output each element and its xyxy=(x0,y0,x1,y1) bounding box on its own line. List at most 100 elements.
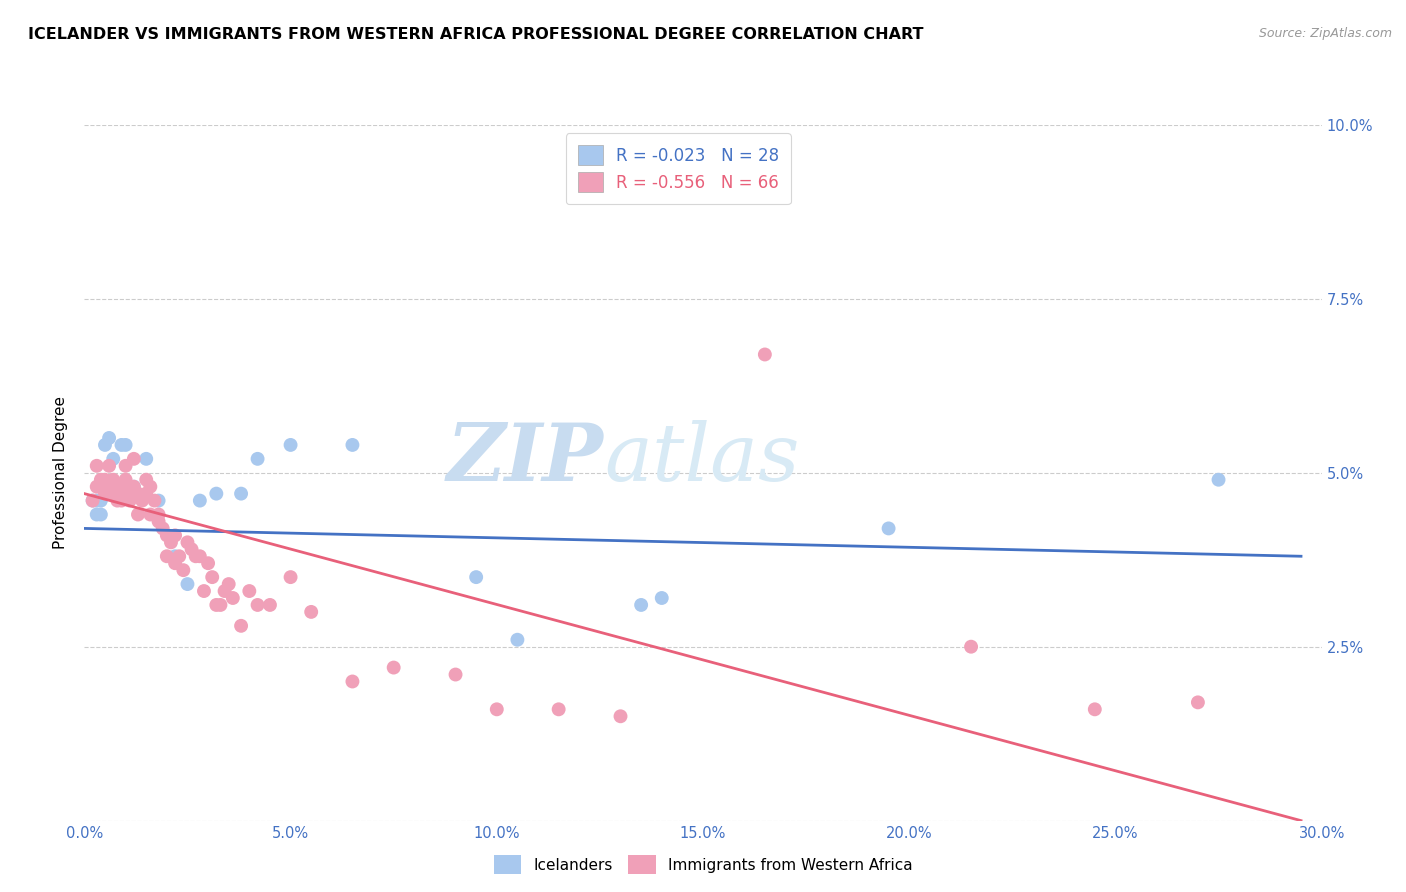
Point xyxy=(176,535,198,549)
Point xyxy=(180,542,202,557)
Point xyxy=(114,438,136,452)
Point xyxy=(152,521,174,535)
Point xyxy=(1084,702,1107,716)
Point xyxy=(82,493,104,508)
Point xyxy=(188,493,211,508)
Point xyxy=(229,486,252,500)
Point xyxy=(148,515,170,529)
Point xyxy=(82,493,104,508)
Point xyxy=(98,480,121,494)
Point xyxy=(90,473,112,487)
Point xyxy=(110,493,132,508)
Point xyxy=(165,556,187,570)
Point xyxy=(259,598,281,612)
Point xyxy=(444,667,467,681)
Point xyxy=(122,451,145,466)
Point xyxy=(201,570,224,584)
Point xyxy=(1208,473,1230,487)
Point xyxy=(98,458,121,473)
Point xyxy=(299,605,322,619)
Y-axis label: Professional Degree: Professional Degree xyxy=(53,396,69,549)
Text: ICELANDER VS IMMIGRANTS FROM WESTERN AFRICA PROFESSIONAL DEGREE CORRELATION CHAR: ICELANDER VS IMMIGRANTS FROM WESTERN AFR… xyxy=(28,27,924,42)
Point xyxy=(139,480,162,494)
Point xyxy=(160,535,183,549)
Point xyxy=(131,493,153,508)
Point xyxy=(547,702,569,716)
Point xyxy=(197,556,219,570)
Point xyxy=(238,584,260,599)
Point xyxy=(148,508,170,522)
Point xyxy=(110,480,132,494)
Text: ZIP: ZIP xyxy=(447,420,605,498)
Point xyxy=(122,480,145,494)
Point xyxy=(94,486,117,500)
Point xyxy=(86,493,108,508)
Point xyxy=(105,480,128,494)
Point xyxy=(103,486,125,500)
Point xyxy=(127,486,149,500)
Point xyxy=(184,549,207,564)
Point xyxy=(86,458,108,473)
Point xyxy=(94,473,117,487)
Point xyxy=(382,660,405,674)
Point xyxy=(754,347,776,361)
Point xyxy=(229,619,252,633)
Point xyxy=(214,584,236,599)
Point xyxy=(165,528,187,542)
Point xyxy=(280,570,302,584)
Point xyxy=(609,709,631,723)
Point xyxy=(280,438,302,452)
Point xyxy=(465,570,488,584)
Point xyxy=(651,591,673,605)
Point xyxy=(127,508,149,522)
Point xyxy=(143,493,166,508)
Point xyxy=(205,486,228,500)
Legend: Icelanders, Immigrants from Western Africa: Icelanders, Immigrants from Western Afri… xyxy=(488,849,918,880)
Point xyxy=(135,473,157,487)
Point xyxy=(135,451,157,466)
Point xyxy=(218,577,240,591)
Point xyxy=(246,451,269,466)
Point xyxy=(114,486,136,500)
Point xyxy=(94,438,117,452)
Point xyxy=(90,493,112,508)
Point xyxy=(222,591,245,605)
Point xyxy=(86,480,108,494)
Point xyxy=(167,549,190,564)
Point xyxy=(103,473,125,487)
Text: Source: ZipAtlas.com: Source: ZipAtlas.com xyxy=(1258,27,1392,40)
Point xyxy=(176,577,198,591)
Point xyxy=(90,508,112,522)
Point xyxy=(205,598,228,612)
Point xyxy=(105,493,128,508)
Point xyxy=(98,431,121,445)
Point xyxy=(105,480,128,494)
Point xyxy=(209,598,232,612)
Point xyxy=(139,508,162,522)
Point xyxy=(342,674,364,689)
Point xyxy=(103,451,125,466)
Point xyxy=(246,598,269,612)
Point xyxy=(485,702,508,716)
Point xyxy=(118,493,141,508)
Point xyxy=(156,549,179,564)
Point xyxy=(342,438,364,452)
Legend: R = -0.023   N = 28, R = -0.556   N = 66: R = -0.023 N = 28, R = -0.556 N = 66 xyxy=(565,133,790,204)
Point xyxy=(135,486,157,500)
Point xyxy=(188,549,211,564)
Point xyxy=(114,458,136,473)
Point xyxy=(172,563,194,577)
Point xyxy=(960,640,983,654)
Point xyxy=(877,521,900,535)
Point xyxy=(193,584,215,599)
Point xyxy=(122,480,145,494)
Point xyxy=(86,508,108,522)
Text: atlas: atlas xyxy=(605,420,800,498)
Point xyxy=(165,549,187,564)
Point xyxy=(506,632,529,647)
Point xyxy=(148,493,170,508)
Point xyxy=(1187,695,1209,709)
Point xyxy=(114,473,136,487)
Point xyxy=(630,598,652,612)
Point xyxy=(110,438,132,452)
